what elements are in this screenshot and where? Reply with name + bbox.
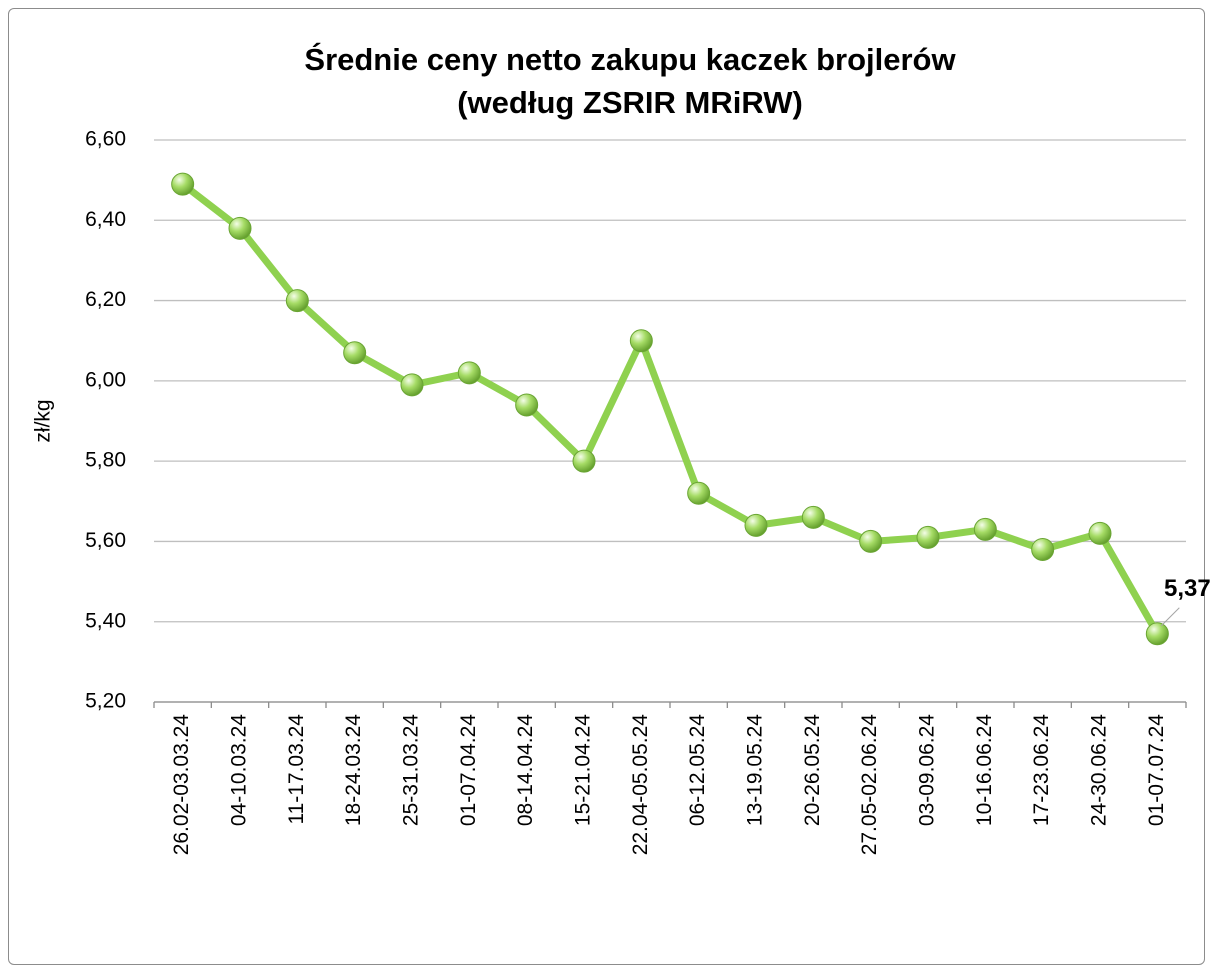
point [859, 529, 883, 553]
x-tick-label: 20-26.05.24 [801, 714, 824, 826]
y-tick-label: 6,40 [85, 208, 126, 231]
x-tick-label: 01-07.04.24 [457, 714, 480, 826]
x-tick-label: 15-21.04.24 [572, 714, 595, 826]
y-tick-label: 5,20 [85, 690, 126, 713]
x-tick-label: 25-31.03.24 [400, 714, 423, 826]
x-tick-label: 26.02-03.03.24 [170, 714, 193, 856]
point [1145, 622, 1169, 646]
point [400, 373, 424, 397]
y-tick-label: 6,00 [85, 368, 126, 391]
x-tick-label: 13-19.05.24 [744, 714, 767, 826]
line [180, 181, 1161, 636]
point [916, 525, 940, 549]
x-tick-label: 11-17.03.24 [285, 714, 308, 825]
x-tick-label: 27.05-02.06.24 [858, 714, 881, 856]
x-tick-label: 03-09.06.24 [916, 714, 939, 826]
y-tick-label: 5,40 [85, 609, 126, 632]
point [285, 289, 309, 313]
y-tick-label: 6,60 [85, 128, 126, 151]
chart-border [8, 8, 1205, 965]
point [1031, 537, 1055, 561]
x-tick-label: 06-12.05.24 [686, 714, 709, 826]
data-label: 5,37 [1164, 575, 1211, 602]
point [629, 329, 653, 353]
y-tick-label: 6,20 [85, 288, 126, 311]
point [744, 513, 768, 537]
point [515, 393, 539, 417]
x-tick-label: 22.04-05.05.24 [629, 714, 652, 856]
y-tick-label: 5,60 [85, 529, 126, 552]
x-tick-label: 24-30.06.24 [1088, 714, 1111, 826]
chart-title: Średnie ceny netto zakupu kaczek brojler… [304, 42, 956, 120]
x-tick-label: 10-16.06.24 [973, 714, 996, 826]
label-leader [1160, 607, 1180, 627]
point [687, 481, 711, 505]
point [801, 505, 825, 529]
x-tick-label: 17-23.06.24 [1030, 714, 1053, 826]
y-axis-label: zł/kg [32, 399, 55, 442]
x-tick-label: 04-10.03.24 [228, 714, 251, 826]
y-tick-label: 5,80 [85, 449, 126, 472]
point [228, 216, 252, 240]
point [171, 172, 195, 196]
x-tick-label: 08-14.04.24 [514, 714, 537, 826]
point [973, 517, 997, 541]
point [343, 341, 367, 365]
point [572, 449, 596, 473]
x-tick-label: 01-07.07.24 [1145, 714, 1168, 826]
point [1088, 521, 1112, 545]
x-tick-label: 18-24.03.24 [342, 714, 365, 826]
point [457, 361, 481, 385]
